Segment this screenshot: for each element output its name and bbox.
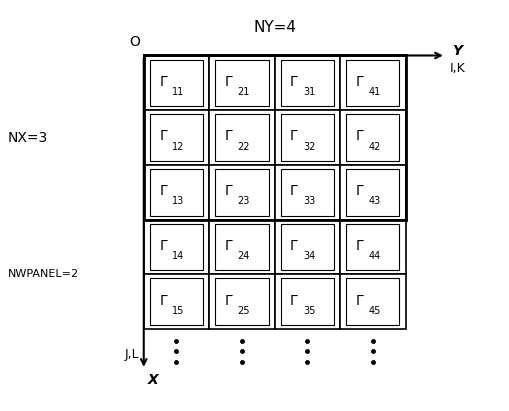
Bar [280,279,334,325]
Text: 44: 44 [369,251,381,261]
Text: $\Gamma$: $\Gamma$ [290,239,299,253]
Text: 41: 41 [369,87,381,97]
Text: $\Gamma$: $\Gamma$ [355,294,364,308]
Bar [346,60,400,106]
Text: $\Gamma$: $\Gamma$ [224,239,234,253]
Bar [209,110,275,165]
Bar [150,60,203,106]
Bar [215,60,269,106]
Bar [280,169,334,216]
Text: $\Gamma$: $\Gamma$ [224,75,234,89]
Bar [340,165,406,220]
Text: 21: 21 [237,87,250,97]
Text: NWPANEL=2: NWPANEL=2 [8,270,79,279]
Bar [275,220,340,275]
Bar [215,114,269,161]
Text: 11: 11 [172,87,184,97]
Bar [280,60,334,106]
Text: 14: 14 [172,251,184,261]
Text: O: O [129,35,139,49]
Text: $\Gamma$: $\Gamma$ [290,129,299,143]
Text: $\Gamma$: $\Gamma$ [355,75,364,89]
Text: J,L: J,L [125,348,139,361]
Text: $\Gamma$: $\Gamma$ [159,129,168,143]
Bar [215,279,269,325]
Bar [340,55,406,110]
Bar [340,110,406,165]
Bar [209,220,275,275]
Bar [209,275,275,329]
Text: NY=4: NY=4 [253,20,296,35]
Bar [346,279,400,325]
Text: 23: 23 [237,196,250,206]
Bar [150,169,203,216]
Bar [340,220,406,275]
Text: NX=3: NX=3 [8,131,48,145]
Text: $\Gamma$: $\Gamma$ [159,239,168,253]
Bar [275,165,340,220]
Bar [215,224,269,270]
Bar [150,224,203,270]
Text: $\Gamma$: $\Gamma$ [224,294,234,308]
Text: 22: 22 [237,142,250,152]
Text: 24: 24 [237,251,250,261]
Bar [280,224,334,270]
Text: 31: 31 [303,87,315,97]
Text: I,K: I,K [450,62,466,75]
Bar [144,165,209,220]
Bar [346,169,400,216]
Text: 43: 43 [369,196,381,206]
Bar [144,275,209,329]
Text: 45: 45 [369,306,381,316]
Text: $\Gamma$: $\Gamma$ [290,294,299,308]
Text: 15: 15 [172,306,184,316]
Bar [275,275,340,329]
Text: 42: 42 [369,142,381,152]
Text: $\Gamma$: $\Gamma$ [159,294,168,308]
Text: Y: Y [452,44,462,58]
Bar [209,55,275,110]
Bar [144,55,209,110]
Text: $\Gamma$: $\Gamma$ [290,75,299,89]
Bar [144,220,209,275]
Text: $\Gamma$: $\Gamma$ [224,184,234,198]
Text: 25: 25 [237,306,250,316]
Bar [346,114,400,161]
Bar [215,169,269,216]
Bar [150,114,203,161]
Text: $\Gamma$: $\Gamma$ [159,184,168,198]
Bar [340,275,406,329]
Text: X: X [148,373,158,387]
Text: $\Gamma$: $\Gamma$ [355,184,364,198]
Bar [275,110,340,165]
Bar [346,224,400,270]
Text: 12: 12 [172,142,184,152]
Text: $\Gamma$: $\Gamma$ [355,239,364,253]
Text: 32: 32 [303,142,315,152]
Bar [144,110,209,165]
Text: 34: 34 [303,251,315,261]
Text: $\Gamma$: $\Gamma$ [224,129,234,143]
Bar [275,55,340,110]
Text: $\Gamma$: $\Gamma$ [290,184,299,198]
Text: 35: 35 [303,306,315,316]
Bar [150,279,203,325]
Text: 13: 13 [172,196,184,206]
Bar [209,165,275,220]
Text: 33: 33 [303,196,315,206]
Text: $\Gamma$: $\Gamma$ [355,129,364,143]
Bar [280,114,334,161]
Text: $\Gamma$: $\Gamma$ [159,75,168,89]
